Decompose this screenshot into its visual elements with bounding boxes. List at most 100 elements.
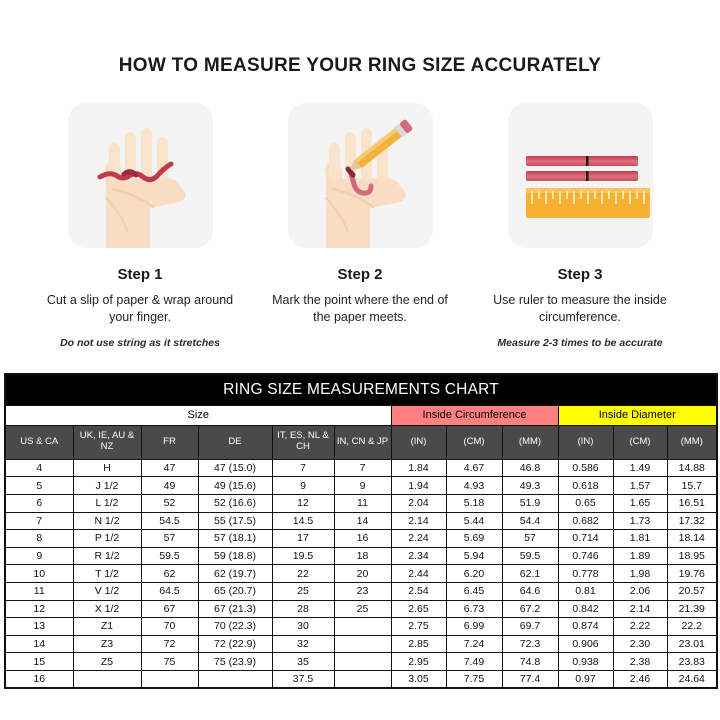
table-cell — [333, 617, 392, 636]
table-row: 12 X 1/2 67 67 (21.3) 28 25 2.65 6.73 67.2 0.842 2… — [4, 599, 718, 619]
table-cell: 2.30 — [612, 634, 668, 654]
table-cell: 18.14 — [666, 529, 718, 548]
table-cell: 0.81 — [557, 581, 614, 601]
table-cell: 17.32 — [666, 511, 718, 531]
table-cell: V 1/2 — [72, 581, 142, 601]
table-title-bar: RING SIZE MEASUREMENTS CHART — [4, 373, 718, 406]
table-cell: 65 (20.7) — [197, 581, 273, 601]
table-cell: 2.24 — [390, 529, 447, 548]
step-2: Step 2 Mark the point where the end of t… — [265, 103, 455, 349]
table-cell: 12 — [4, 599, 74, 619]
table-cell: 0.842 — [557, 599, 614, 619]
table-cell: 64.6 — [501, 581, 559, 601]
table-cell: 57 (18.1) — [197, 529, 273, 548]
table-cell: 23.83 — [666, 652, 718, 671]
table-cell: 5.44 — [445, 511, 503, 531]
ring-size-chart: RING SIZE MEASUREMENTS CHART Size Inside… — [4, 349, 719, 690]
table-cell: 2.06 — [612, 581, 668, 601]
table-cell: 64.5 — [140, 581, 199, 601]
table-cell: 6.73 — [445, 599, 503, 619]
table-cell: 20 — [333, 564, 392, 583]
table-cell: 49 — [140, 476, 199, 495]
table-cell: 15 — [4, 652, 74, 671]
table-cell: 2.85 — [390, 634, 447, 654]
table-cell: T 1/2 — [72, 564, 142, 583]
table-cell: 2.38 — [612, 652, 668, 671]
table-cell: 1.57 — [612, 476, 668, 495]
step-1-description: Cut a slip of paper & wrap around your f… — [46, 293, 234, 324]
table-cell: 4.67 — [445, 458, 503, 478]
table-cell: 57 — [501, 529, 559, 548]
step-1-illustration-card — [67, 103, 213, 248]
table-cell: 9 — [271, 476, 335, 495]
table-cell: 0.65 — [557, 493, 614, 513]
table-cell: 16 — [4, 669, 74, 689]
ruler-with-paper-strips-icon — [525, 156, 650, 218]
table-row: 10 T 1/2 62 62 (19.7) 22 20 2.44 6.20 62.1 0.778 1… — [4, 564, 718, 583]
group-header-inside-diameter: Inside Diameter — [557, 404, 718, 426]
table-cell: 0.97 — [557, 669, 614, 689]
table-cell: 62 — [140, 564, 199, 583]
table-cell: 14.5 — [271, 511, 335, 531]
table-cell: 69.7 — [501, 617, 559, 636]
column-header-circ-mm: (MM) — [501, 424, 559, 460]
table-cell: 12 — [271, 493, 335, 513]
column-header-circ-in: (IN) — [390, 424, 447, 460]
steps-row: Step 1 Cut a slip of paper & wrap around… — [0, 103, 720, 349]
step-3-note: Measure 2-3 times to be accurate — [497, 336, 663, 349]
table-cell: 32 — [271, 634, 335, 654]
table-cell: 47 — [140, 458, 199, 478]
table-cell — [333, 634, 392, 654]
table-cell: 24.64 — [666, 669, 718, 689]
table-cell: 55 (17.5) — [197, 511, 273, 531]
table-cell: 72 (22.9) — [197, 634, 273, 654]
table-cell: 0.906 — [557, 634, 614, 654]
table-cell: 8 — [4, 529, 74, 548]
table-cell: 1.49 — [612, 458, 668, 478]
table-cell: 5.18 — [445, 493, 503, 513]
table-cell: 17 — [271, 529, 335, 548]
group-header-size: Size — [4, 404, 392, 426]
table-cell: 6.20 — [445, 564, 503, 583]
table-cell: 23 — [333, 581, 392, 601]
table-cell: L 1/2 — [72, 493, 142, 513]
column-header-de: DE — [197, 424, 273, 460]
table-cell: 46.8 — [501, 458, 559, 478]
column-header-it-es-nl-ch: IT, ES, NL & CH — [271, 424, 335, 460]
table-cell: 1.81 — [612, 529, 668, 548]
table-cell: 2.14 — [612, 599, 668, 619]
table-cell: 51.9 — [501, 493, 559, 513]
table-cell: 6.45 — [445, 581, 503, 601]
table-cell: 4.93 — [445, 476, 503, 495]
column-header-in-cn-jp: IN, CN & JP — [333, 424, 392, 460]
table-cell: 49.3 — [501, 476, 559, 495]
table-cell: 7.24 — [445, 634, 503, 654]
table-cell: 7.49 — [445, 652, 503, 671]
table-cell: 2.34 — [390, 546, 447, 566]
step-2-illustration-card — [287, 103, 433, 248]
table-cell: 72 — [140, 634, 199, 654]
table-cell: 3.05 — [390, 669, 447, 689]
table-cell: 5 — [4, 476, 74, 495]
table-cell: 0.938 — [557, 652, 614, 671]
table-cell: 25 — [271, 581, 335, 601]
table-cell: H — [72, 458, 142, 478]
table-cell: 2.65 — [390, 599, 447, 619]
column-header-diam-in: (IN) — [557, 424, 614, 460]
table-cell: 75 (23.9) — [197, 652, 273, 671]
table-cell: Z5 — [72, 652, 142, 671]
table-cell: 25 — [333, 599, 392, 619]
table-cell: 7 — [4, 511, 74, 531]
table-cell: 0.586 — [557, 458, 614, 478]
table-cell: 9 — [333, 476, 392, 495]
group-header-inside-circumference: Inside Circumference — [390, 404, 559, 426]
table-cell: 14 — [333, 511, 392, 531]
table-cell: 7 — [271, 458, 335, 478]
table-cell: 67 (21.3) — [197, 599, 273, 619]
table-row: 16 37.5 3.05 7.75 77.4 0.97 2.46 24.64 — [4, 669, 718, 689]
step-2-description: Mark the point where the end of the pape… — [272, 293, 448, 324]
table-body: 4 H 47 47 (15.0) 7 7 1.84 4.67 46.8 0.586 1.49 14.8… — [4, 458, 718, 689]
table-cell: 11 — [333, 493, 392, 513]
